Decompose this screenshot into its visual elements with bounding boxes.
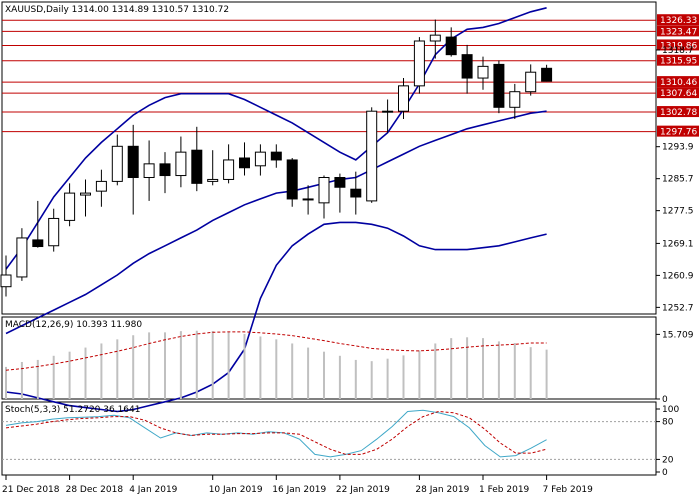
- candle-bullish: [382, 110, 394, 113]
- price-tick-label: 1252.7: [662, 303, 694, 313]
- candle-bullish: [0, 274, 12, 288]
- level-price-label: 1315.95: [660, 57, 697, 67]
- level-price-label: 1302.78: [660, 108, 697, 118]
- date-tick-label: 21 Dec 2018: [2, 485, 60, 495]
- price-tick-label: 1318.7: [662, 46, 694, 56]
- candle-bullish: [48, 217, 60, 247]
- candle-bullish: [366, 110, 378, 202]
- date-tick-label: 1 Feb 2019: [479, 485, 530, 495]
- candle-bullish: [509, 91, 521, 108]
- date-tick-label: 22 Jan 2019: [336, 485, 390, 495]
- candle-bearish: [286, 159, 298, 200]
- candle-bearish: [32, 239, 44, 248]
- candle-bullish: [254, 151, 266, 167]
- bollinger-bands: [5, 7, 547, 413]
- stoch-tick-label: 20: [662, 455, 674, 465]
- candle-bearish: [127, 145, 139, 179]
- price-tick-label: 1293.9: [662, 143, 694, 153]
- date-tick-label: 4 Jan 2019: [129, 485, 177, 495]
- bollinger-lower-line: [5, 221, 547, 413]
- level-price-label: 1297.76: [660, 128, 697, 138]
- plot-area-stoch: [1, 401, 657, 476]
- date-tick-label: 28 Jan 2019: [415, 485, 469, 495]
- candlesticks: [0, 19, 553, 297]
- level-price-label-bg: [657, 76, 699, 88]
- date-tick-label: 10 Jan 2019: [209, 485, 263, 495]
- stoch-tick-label: 100: [662, 405, 679, 415]
- macd-tick-label: 15.709: [662, 330, 694, 340]
- candle-bullish: [16, 237, 28, 278]
- level-price-label-bg: [657, 125, 699, 137]
- candle-bearish: [270, 151, 282, 161]
- main-price-axis: 1252.7 1260.9 1269.1 1277.5 1285.7 1293.9 1318…: [656, 46, 694, 313]
- stoch-tick-label: 0: [662, 468, 668, 478]
- date-tick-label: 28 Dec 2018: [66, 485, 124, 495]
- level-price-label-bg: [657, 25, 699, 37]
- level-price-label: 1310.46: [660, 78, 697, 88]
- candle-bullish: [318, 177, 330, 204]
- level-price-label-bg: [657, 87, 699, 99]
- level-price-label: 1326.33: [660, 16, 697, 26]
- macd-tick-label: 0: [662, 395, 668, 405]
- candle-bullish: [525, 71, 537, 93]
- macd-panel: 0 15.709: [5, 330, 694, 405]
- level-price-label: 1307.64: [660, 89, 697, 99]
- macd-header: MACD(12,26,9) 10.393 11.980: [5, 320, 142, 330]
- level-price-label-bg: [657, 106, 699, 118]
- candle-bearish: [159, 163, 171, 177]
- candle-bullish: [477, 65, 489, 79]
- plot-area-main: [1, 1, 657, 315]
- bollinger-middle-line: [5, 110, 547, 335]
- candle-bullish: [207, 178, 219, 182]
- candle-bullish: [429, 34, 441, 42]
- candle-bullish: [111, 145, 123, 182]
- candle-bullish: [143, 163, 155, 179]
- candle-bullish: [175, 151, 187, 177]
- candle-bullish: [223, 159, 235, 180]
- level-price-label: 1319.86: [660, 41, 697, 51]
- candle-bearish: [541, 67, 553, 82]
- candle-bullish: [80, 192, 91, 196]
- candle-bullish: [302, 198, 314, 201]
- plot-area-macd: [1, 316, 657, 400]
- price-tick-label: 1285.7: [662, 175, 694, 185]
- level-price-label: 1323.47: [660, 27, 697, 37]
- price-tick-label: 1277.5: [662, 207, 694, 217]
- macd-signal-line: [5, 331, 547, 371]
- level-price-label-bg: [657, 39, 699, 51]
- candle-bearish: [191, 149, 203, 184]
- candle-bearish: [461, 54, 473, 79]
- candle-bullish: [64, 192, 76, 221]
- date-tick-label: 16 Jan 2019: [272, 485, 326, 495]
- stoch-main-line: [5, 409, 547, 458]
- candle-bearish: [350, 188, 362, 198]
- date-axis: 21 Dec 2018 28 Dec 2018 4 Jan 2019 10 Jan 2…: [2, 475, 593, 495]
- stoch-signal-line: [5, 410, 547, 455]
- price-tick-label: 1260.9: [662, 271, 694, 281]
- stoch-panel: 100 80 20 0: [2, 405, 679, 478]
- date-tick-label: 7 Feb 2019: [543, 485, 594, 495]
- stoch-tick-label: 80: [662, 418, 674, 428]
- stoch-header: Stoch(5,3,3) 51.2720 36.1641: [5, 405, 140, 415]
- bollinger-upper-line: [5, 7, 547, 270]
- level-price-label-bg: [657, 54, 699, 66]
- candle-bullish: [413, 40, 425, 87]
- candle-bullish: [95, 180, 107, 192]
- candle-bearish: [493, 63, 505, 108]
- level-price-label-bg: [657, 14, 699, 26]
- candle-bearish: [445, 36, 457, 56]
- candle-bearish: [239, 157, 250, 169]
- price-tick-label: 1269.1: [662, 239, 694, 249]
- candle-bearish: [334, 177, 346, 188]
- candle-bullish: [398, 85, 409, 112]
- main-header: XAUUSD,Daily 1314.00 1314.89 1310.57 131…: [5, 5, 229, 15]
